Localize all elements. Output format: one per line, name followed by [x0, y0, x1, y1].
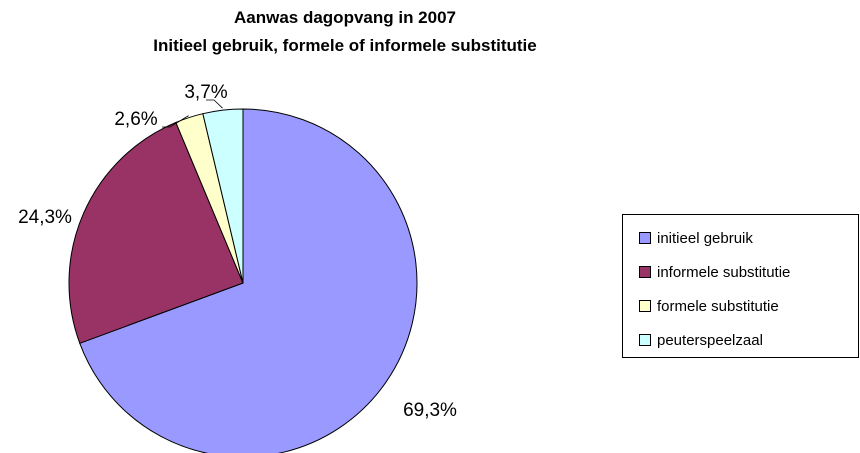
- legend-label: peuterspeelzaal: [657, 331, 763, 349]
- pie-slices: [68, 108, 418, 453]
- leader-line: [162, 115, 189, 128]
- data-label: 69,3%: [403, 400, 457, 421]
- legend-item-informele-substitutie: informele substitutie: [639, 263, 790, 281]
- leader-line: [206, 99, 223, 109]
- legend-swatch: [639, 334, 651, 346]
- legend-swatch: [639, 266, 651, 278]
- data-labels: 69,3% 24,3% 2,6% 3,7%: [18, 82, 457, 421]
- data-label: 2,6%: [114, 109, 157, 130]
- chart-title: Aanwas dagopvang in 2007: [233, 8, 456, 27]
- data-label: 24,3%: [18, 207, 72, 228]
- pie-slice-initieel-gebruik: [79, 108, 418, 453]
- data-label: 3,7%: [184, 82, 227, 103]
- pie-slice-peuterspeelzaal: [202, 108, 244, 284]
- legend-swatch: [639, 232, 651, 244]
- legend-label: initieel gebruik: [657, 229, 753, 247]
- legend-item-initieel-gebruik: initieel gebruik: [639, 229, 753, 247]
- legend-label: formele substitutie: [657, 297, 779, 315]
- legend-swatch: [639, 300, 651, 312]
- legend-label: informele substitutie: [657, 263, 791, 281]
- pie-slice-informele-substitutie: [68, 121, 244, 344]
- legend-item-peuterspeelzaal: peuterspeelzaal: [639, 331, 763, 349]
- legend-item-formele-substitutie: formele substitutie: [639, 297, 779, 315]
- chart-subtitle: Initieel gebruik, formele of informele s…: [153, 36, 537, 55]
- leader-lines: [162, 99, 223, 128]
- legend: initieel gebruik informele substitutie f…: [622, 214, 859, 358]
